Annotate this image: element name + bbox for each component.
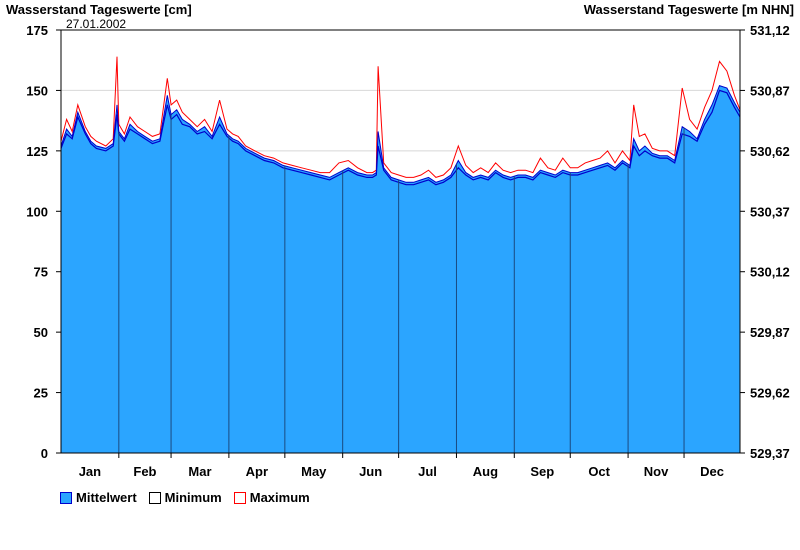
left-tick-label: 50 xyxy=(34,325,48,340)
x-tick-label: Sep xyxy=(530,464,554,479)
right-tick-label: 530,62 xyxy=(750,144,790,159)
left-axis-title: Wasserstand Tageswerte [cm] xyxy=(6,2,192,17)
left-tick-label: 75 xyxy=(34,265,48,280)
legend-item-max: Maximum xyxy=(233,490,310,505)
x-tick-label: Nov xyxy=(644,464,669,479)
x-tick-label: May xyxy=(301,464,327,479)
date-label: 27.01.2002 xyxy=(66,17,127,31)
legend-label-max: Maximum xyxy=(249,490,310,505)
legend-label-mean: Mittelwert xyxy=(76,490,137,505)
x-tick-label: Jun xyxy=(359,464,382,479)
right-tick-label: 529,62 xyxy=(750,386,790,401)
x-tick-label: Feb xyxy=(133,464,156,479)
legend-swatch-mean xyxy=(60,491,72,504)
right-tick-label: 530,87 xyxy=(750,83,790,98)
x-tick-label: Mar xyxy=(188,464,211,479)
plot-border xyxy=(60,29,741,454)
x-tick-label: Dec xyxy=(700,464,724,479)
legend-item-min: Minimum xyxy=(148,490,222,505)
month-separators xyxy=(118,114,685,453)
left-y-axis: 0 25 50 75 100 125 150 175 xyxy=(26,23,61,461)
left-tick-label: 175 xyxy=(26,23,48,38)
right-tick-label: 529,37 xyxy=(750,446,790,461)
legend: Mittelwert Minimum Maximum xyxy=(60,490,310,505)
series-lines xyxy=(60,56,741,186)
legend-item-mean: Mittelwert xyxy=(60,490,137,505)
left-tick-label: 150 xyxy=(26,83,48,98)
legend-swatch-max xyxy=(233,491,246,504)
mean-line xyxy=(60,84,741,183)
x-axis: Jan Feb Mar Apr May Jun Jul Aug Sep Oct Nov Dec xyxy=(79,453,724,479)
right-axis-title: Wasserstand Tageswerte [m NHN] xyxy=(583,2,794,17)
x-tick-label: Jan xyxy=(79,464,101,479)
right-y-axis: 529,37 529,62 529,87 530,12 530,37 530,62 530,… xyxy=(740,23,790,461)
right-tick-label: 530,37 xyxy=(750,204,790,219)
plot-frame xyxy=(60,29,741,454)
x-tick-label: Apr xyxy=(246,464,268,479)
x-tick-label: Oct xyxy=(588,464,610,479)
legend-label-min: Minimum xyxy=(164,490,222,505)
right-tick-label: 529,87 xyxy=(750,325,790,340)
left-tick-label: 0 xyxy=(41,446,48,461)
x-tick-label: Jul xyxy=(418,464,437,479)
x-tick-label: Aug xyxy=(473,464,498,479)
left-tick-label: 125 xyxy=(26,144,48,159)
maximum-line xyxy=(60,56,741,178)
left-tick-label: 25 xyxy=(34,386,48,401)
legend-swatch-min xyxy=(148,491,161,504)
right-tick-label: 530,12 xyxy=(750,265,790,280)
left-tick-label: 100 xyxy=(26,204,48,219)
right-tick-label: 531,12 xyxy=(750,23,790,38)
